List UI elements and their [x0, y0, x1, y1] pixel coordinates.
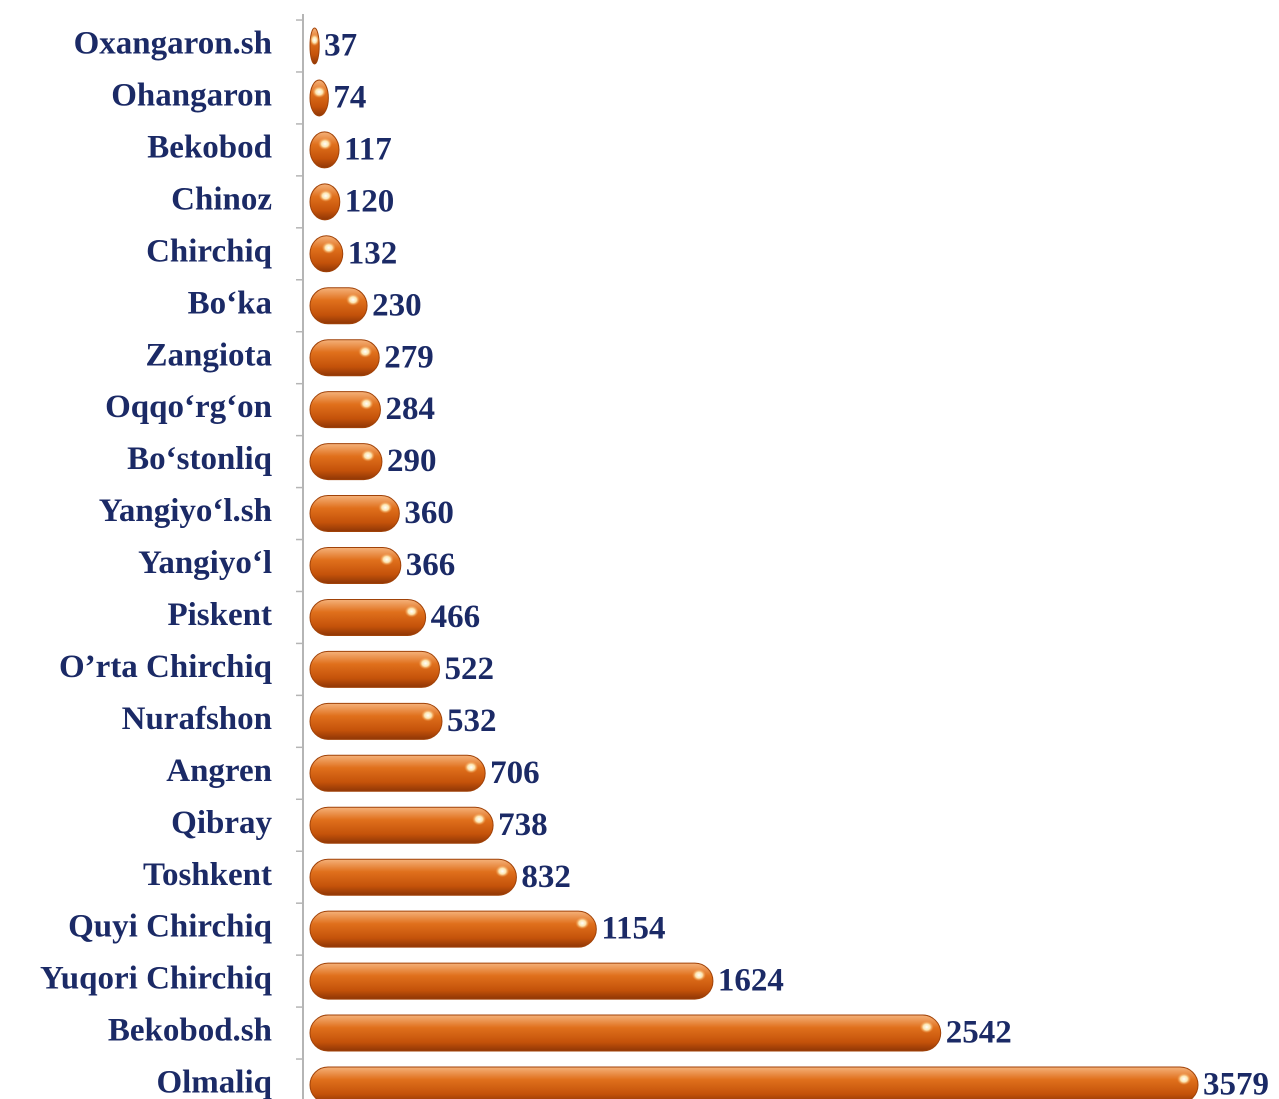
- bar-highlight: [346, 293, 361, 306]
- value-label: 532: [447, 703, 497, 739]
- bar-highlight: [379, 553, 394, 566]
- y-tick-label: Toshkent: [143, 857, 272, 893]
- bar-highlight: [310, 34, 320, 46]
- y-tick-label: Chirchiq: [146, 233, 273, 269]
- value-label: 37: [324, 28, 357, 64]
- y-tick-label: Oqqo‘rg‘on: [105, 389, 272, 425]
- bar-highlight: [418, 657, 433, 670]
- value-label: 74: [333, 80, 366, 116]
- bar: [309, 1066, 1199, 1099]
- bar-highlight: [464, 761, 479, 774]
- y-tick-label: Bo‘stonliq: [127, 441, 273, 477]
- value-label: 522: [445, 651, 495, 687]
- bar-highlight: [1177, 1073, 1191, 1085]
- y-tick-label: Qibray: [171, 805, 272, 841]
- bar-highlight: [321, 241, 336, 254]
- bar: [309, 858, 517, 896]
- value-label: 117: [344, 131, 392, 167]
- bar: [309, 1014, 942, 1052]
- bar-highlight: [495, 865, 510, 878]
- value-label: 290: [387, 443, 437, 479]
- bar: [309, 910, 597, 948]
- y-tick-label: O’rta Chirchiq: [59, 649, 273, 685]
- value-label: 738: [498, 807, 548, 843]
- value-label: 1154: [601, 911, 665, 947]
- bar-highlight: [359, 397, 374, 410]
- bar: [309, 702, 443, 740]
- bar-highlight: [318, 137, 333, 150]
- bar: [309, 443, 383, 481]
- bar-highlight: [919, 1021, 934, 1034]
- bar-highlight: [378, 501, 393, 514]
- bar: [309, 806, 494, 844]
- bar-highlight: [312, 85, 327, 98]
- bar: [309, 183, 341, 221]
- value-label: 279: [384, 339, 434, 375]
- y-tick-label: Nurafshon: [122, 701, 272, 737]
- y-tick-label: Ohangaron: [111, 78, 272, 114]
- y-tick-label: Yangiyo‘l: [138, 545, 272, 581]
- value-label: 466: [431, 599, 481, 635]
- bar-highlight: [318, 189, 333, 202]
- y-tick-label: Yangiyo‘l.sh: [99, 493, 272, 529]
- bar: [309, 962, 714, 1000]
- y-tick-label: Bekobod.sh: [108, 1013, 272, 1049]
- y-tick-label: Oxangaron.sh: [74, 26, 272, 62]
- bar: [309, 131, 340, 169]
- bar: [309, 495, 400, 533]
- bar-highlight: [358, 345, 373, 358]
- y-tick-label: Olmaliq: [156, 1065, 272, 1099]
- bar: [309, 598, 427, 636]
- value-label: 2542: [946, 1015, 1012, 1051]
- bar: [309, 650, 441, 688]
- y-tick-label: Piskent: [167, 597, 272, 633]
- value-label: 120: [345, 183, 395, 219]
- bar: [309, 287, 368, 325]
- value-label: 284: [385, 391, 435, 427]
- bar-highlight: [404, 605, 419, 618]
- bar-highlight: [360, 449, 375, 462]
- y-tick-label: Quyi Chirchiq: [68, 909, 273, 945]
- bar: [309, 391, 381, 429]
- value-label: 832: [521, 859, 571, 895]
- y-tick-label: Angren: [166, 753, 272, 789]
- y-tick-label: Bekobod: [147, 129, 272, 165]
- value-label: 360: [404, 495, 454, 531]
- value-label: 706: [490, 755, 539, 791]
- y-tick-label: Yuqori Chirchiq: [40, 961, 273, 997]
- value-label: 3579: [1203, 1067, 1269, 1099]
- value-label: 1624: [718, 963, 784, 999]
- bar-highlight: [472, 813, 487, 826]
- bar: [309, 235, 344, 273]
- value-label: 366: [406, 547, 456, 583]
- bar-highlight: [691, 969, 706, 982]
- value-label: 230: [372, 287, 422, 323]
- bar-highlight: [575, 917, 590, 930]
- bar: [309, 547, 402, 584]
- y-tick-label: Chinoz: [171, 181, 272, 217]
- bar: [309, 339, 380, 377]
- value-label: 132: [348, 235, 398, 271]
- bar-highlight: [420, 709, 435, 722]
- y-tick-label: Zangiota: [145, 337, 272, 373]
- y-tick-label: Bo‘ka: [188, 285, 272, 321]
- bar: [309, 754, 486, 792]
